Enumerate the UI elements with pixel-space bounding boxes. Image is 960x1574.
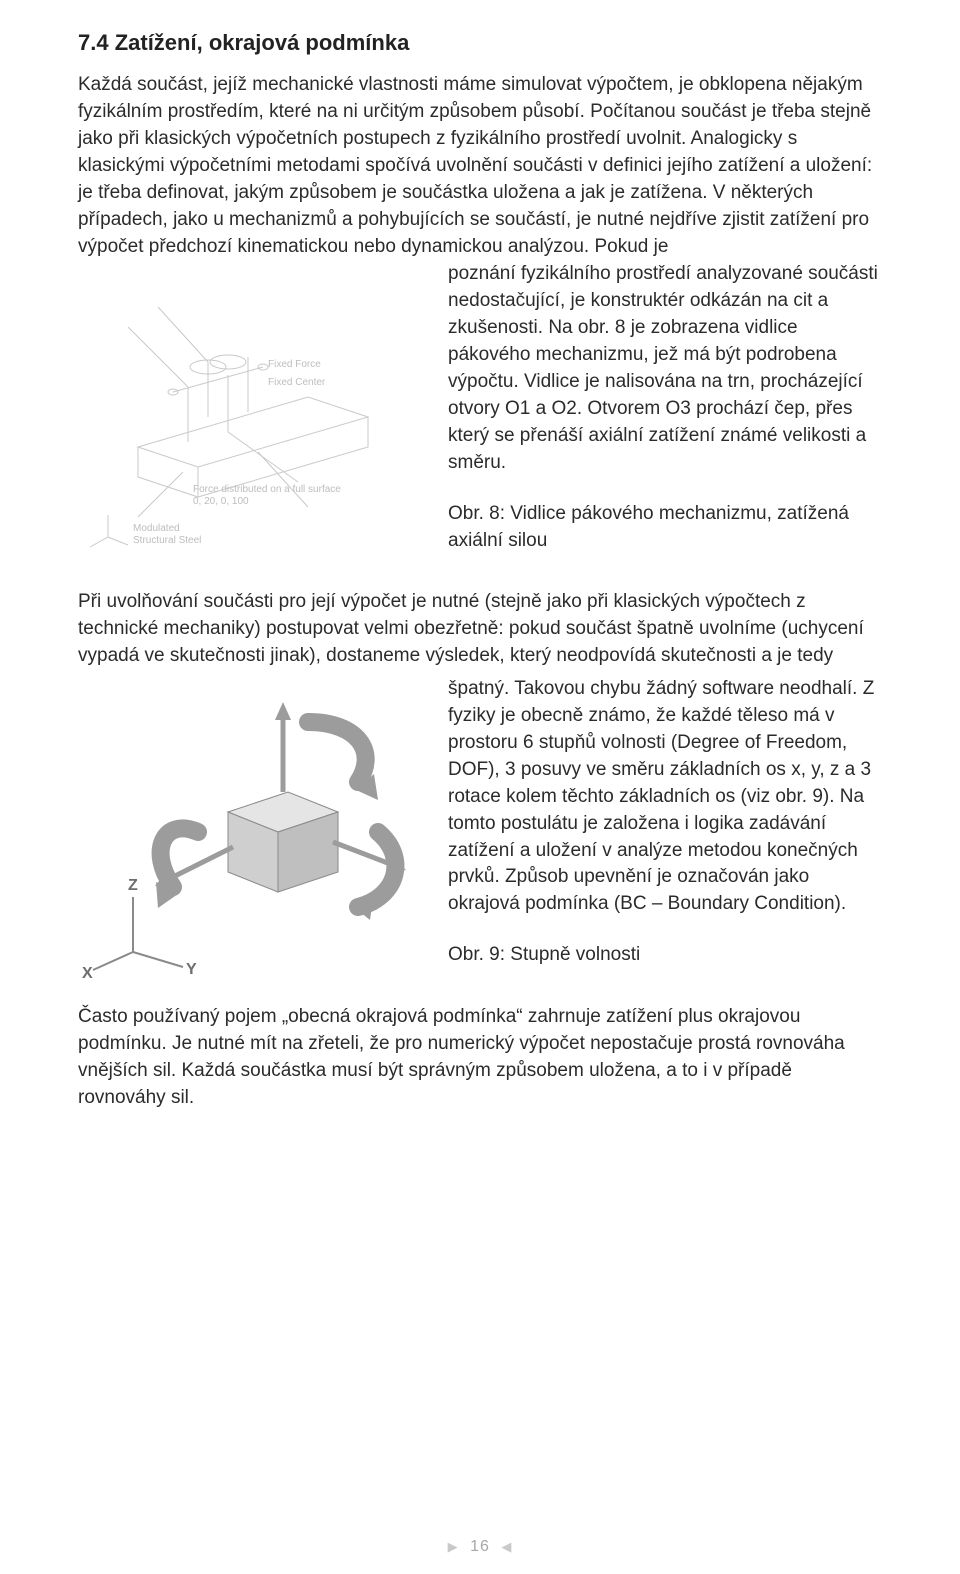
- page-footer: ▶ 16 ◀: [0, 1538, 960, 1556]
- section-heading: 7.4 Zatížení, okrajová podmínka: [78, 30, 882, 56]
- fig1-label-structural: Structural Steel: [133, 535, 201, 546]
- axis-x-label: X: [82, 965, 93, 982]
- page: 7.4 Zatížení, okrajová podmínka Každá so…: [0, 0, 960, 1574]
- fig1-label-fixed-center: Fixed Center: [268, 377, 326, 388]
- figure-1-svg: Fixed Force Fixed Center Force distribut…: [78, 267, 428, 567]
- figure-1-box: Fixed Force Fixed Center Force distribut…: [78, 267, 428, 567]
- footer-right-triangle-icon: ◀: [495, 1539, 518, 1554]
- axis-z-label: Z: [128, 877, 138, 894]
- fig1-label-fixed-force: Fixed Force: [268, 359, 321, 370]
- closing-paragraph: Často používaný pojem „obecná okrajová p…: [78, 1004, 882, 1112]
- fig1-label-modulated: Modulated: [133, 523, 180, 534]
- mid-text: Při uvolňování součásti pro její výpočet…: [78, 591, 864, 666]
- axis-y-label: Y: [186, 961, 197, 978]
- intro-paragraph: Každá součást, jejíž mechanické vlastnos…: [78, 72, 882, 261]
- figure-2-wrap-block: Z Y X špatný. Takovou chybu žádný softwa…: [78, 676, 882, 988]
- figure-2-svg: Z Y X: [78, 682, 428, 982]
- figure-2-box: Z Y X: [78, 682, 428, 982]
- page-number: 16: [470, 1538, 490, 1555]
- mid-paragraph: Při uvolňování součásti pro její výpočet…: [78, 589, 882, 670]
- figure-1-wrap-block: Fixed Force Fixed Center Force distribut…: [78, 261, 882, 573]
- fig1-label-force-dist: Force distributed on a full surface: [193, 484, 341, 495]
- fig1-label-force-val: 0, 20, 0, 100: [193, 496, 249, 507]
- footer-left-triangle-icon: ▶: [442, 1539, 465, 1554]
- intro-text: Každá součást, jejíž mechanické vlastnos…: [78, 74, 872, 257]
